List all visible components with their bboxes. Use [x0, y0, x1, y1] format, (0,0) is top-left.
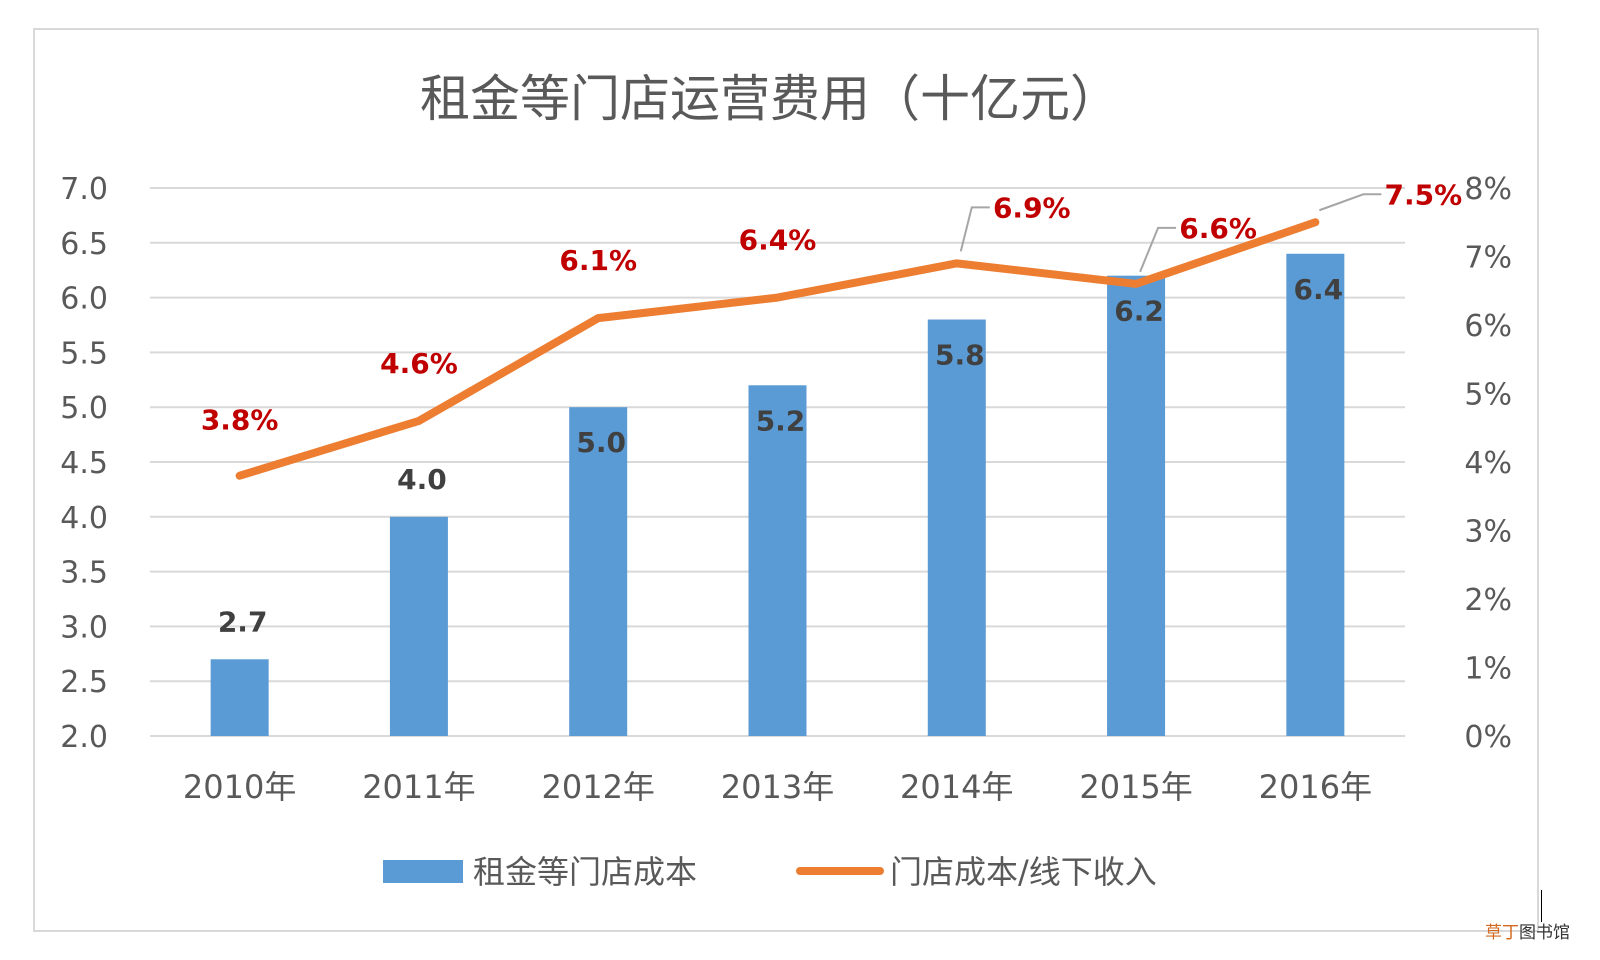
- leader-line: [959, 206, 990, 252]
- legend-swatch-bar: [383, 860, 463, 883]
- right-tick-label: 0%: [1464, 720, 1512, 755]
- left-tick-label: 4.0: [60, 501, 108, 536]
- bar: [210, 659, 269, 736]
- chart-title: 租金等门店运营费用（十亿元）: [420, 70, 1120, 128]
- bar: [389, 516, 448, 736]
- category-label: 2011年: [362, 768, 475, 806]
- right-tick-label: 7%: [1464, 241, 1512, 276]
- legend: 租金等门店成本 门店成本/线下收入: [383, 853, 1157, 891]
- line-data-label: 6.4%: [739, 224, 817, 257]
- category-axis: 2010年 2011年 2012年 2013年 2014年 2015年 2016年: [183, 768, 1372, 806]
- bar-data-label: 5.8: [935, 339, 985, 372]
- left-tick-label: 5.5: [60, 336, 108, 371]
- category-label: 2010年: [183, 768, 296, 806]
- right-tick-label: 4%: [1464, 446, 1512, 481]
- category-label: 2012年: [541, 768, 654, 806]
- bar-series: 2.7 4.0 5.0 5.2 5.8 6.2 6.4: [210, 253, 1345, 736]
- left-tick-label: 7.0: [60, 172, 108, 207]
- line-data-label: 7.5%: [1385, 178, 1463, 211]
- left-tick-label: 2.0: [60, 720, 108, 755]
- bar-data-label: 5.2: [756, 404, 806, 437]
- left-tick-label: 6.5: [60, 227, 108, 262]
- bar: [748, 385, 807, 736]
- bar: [1107, 275, 1166, 736]
- leader-line: [1319, 193, 1382, 212]
- bar: [569, 407, 628, 736]
- right-tick-label: 3%: [1464, 515, 1512, 550]
- legend-label-bar: 租金等门店成本: [473, 853, 697, 891]
- watermark-accent: 草丁: [1485, 923, 1519, 943]
- line-data-label: 6.9%: [993, 191, 1071, 224]
- right-tick-label: 2%: [1464, 583, 1512, 618]
- line-data-label: 6.1%: [559, 244, 637, 277]
- watermark-rest: 图书馆: [1519, 923, 1570, 943]
- bar: [1286, 253, 1345, 736]
- right-tick-label: 5%: [1464, 378, 1512, 413]
- line-data-label: 6.6%: [1179, 212, 1257, 245]
- left-tick-label: 5.0: [60, 391, 108, 426]
- left-tick-label: 3.0: [60, 610, 108, 645]
- bar-data-label: 6.2: [1114, 295, 1164, 328]
- right-tick-label: 6%: [1464, 309, 1512, 344]
- bar: [927, 319, 986, 736]
- bar-data-label: 4.0: [397, 463, 447, 496]
- category-label: 2013年: [721, 768, 834, 806]
- right-tick-label: 8%: [1464, 172, 1512, 207]
- category-label: 2016年: [1259, 768, 1372, 806]
- watermark: 草丁图书馆: [1485, 918, 1570, 943]
- left-tick-label: 4.5: [60, 446, 108, 481]
- legend-label-line: 门店成本/线下收入: [890, 853, 1157, 891]
- left-tick-label: 6.0: [60, 282, 108, 317]
- left-axis: 2.0 2.5 3.0 3.5 4.0 4.5 5.0 5.5 6.0 6.5 7.0: [60, 172, 108, 755]
- leader-line: [1139, 226, 1177, 273]
- line-data-label: 4.6%: [380, 347, 458, 380]
- line-series: 3.8% 4.6% 6.1% 6.4% 6.9% 6.6% 7.5%: [201, 178, 1463, 480]
- text-cursor: [1541, 890, 1542, 922]
- left-tick-label: 3.5: [60, 556, 108, 591]
- left-tick-label: 2.5: [60, 665, 108, 700]
- bar-data-label: 2.7: [218, 605, 268, 638]
- line-data-label: 3.8%: [201, 404, 279, 437]
- bar-data-label: 5.0: [576, 426, 626, 459]
- right-axis: 0% 1% 2% 3% 4% 5% 6% 7% 8%: [1464, 172, 1512, 755]
- category-label: 2014年: [900, 768, 1013, 806]
- bar-data-label: 6.4: [1294, 273, 1344, 306]
- line-path: [235, 218, 1320, 480]
- right-tick-label: 1%: [1464, 652, 1512, 687]
- category-label: 2015年: [1079, 768, 1192, 806]
